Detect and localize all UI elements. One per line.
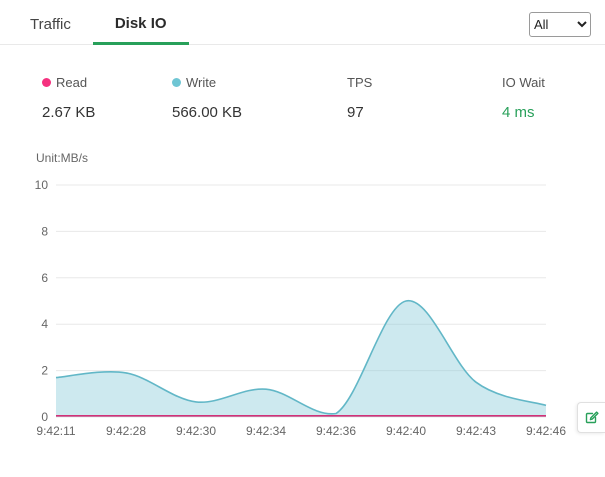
stat-read: Read 2.67 KB [42,75,172,121]
filter-select[interactable]: All [529,12,591,37]
stat-io-wait-value: 4 ms [502,104,535,121]
svg-text:9:42:46: 9:42:46 [526,424,566,438]
svg-text:9:42:28: 9:42:28 [106,424,146,438]
tab-traffic[interactable]: Traffic [30,16,71,33]
svg-text:2: 2 [41,364,48,378]
stat-io-wait-label: IO Wait [502,75,545,90]
svg-text:9:42:30: 9:42:30 [176,424,216,438]
stat-read-value: 2.67 KB [42,104,96,121]
stats-row: Read 2.67 KB Write 566.00 KB TPS 97 IO W… [0,45,605,121]
stat-write-label: Write [186,75,217,90]
svg-text:8: 8 [41,224,48,238]
stat-tps: TPS 97 [347,75,502,121]
svg-text:9:42:11: 9:42:11 [36,424,75,438]
stat-read-label: Read [56,75,88,90]
stat-tps-label: TPS [347,75,373,90]
stat-tps-value: 97 [347,104,364,121]
svg-text:9:42:36: 9:42:36 [316,424,356,438]
stat-write: Write 566.00 KB [172,75,347,121]
svg-text:10: 10 [35,178,49,192]
svg-text:9:42:40: 9:42:40 [386,424,426,438]
tab-bar: Traffic Disk IO All [0,0,605,45]
edit-icon [585,410,599,423]
area-chart: 0 2 4 6 8 10 9:42:11 9:42:28 9:42:30 9:42:34 9:42:… [16,171,605,443]
edit-button[interactable] [577,402,605,433]
unit-label: Unit:MB/s [36,151,89,165]
svg-text:9:42:43: 9:42:43 [456,424,496,438]
stat-write-value: 566.00 KB [172,104,243,121]
stat-io-wait: IO Wait 4 ms [502,75,585,121]
svg-text:0: 0 [41,410,48,424]
svg-text:4: 4 [41,317,48,331]
write-dot-icon [172,78,181,87]
svg-text:9:42:34: 9:42:34 [246,424,286,438]
read-dot-icon [42,78,51,87]
tab-disk-io[interactable]: Disk IO [92,2,189,45]
svg-text:6: 6 [41,271,48,285]
